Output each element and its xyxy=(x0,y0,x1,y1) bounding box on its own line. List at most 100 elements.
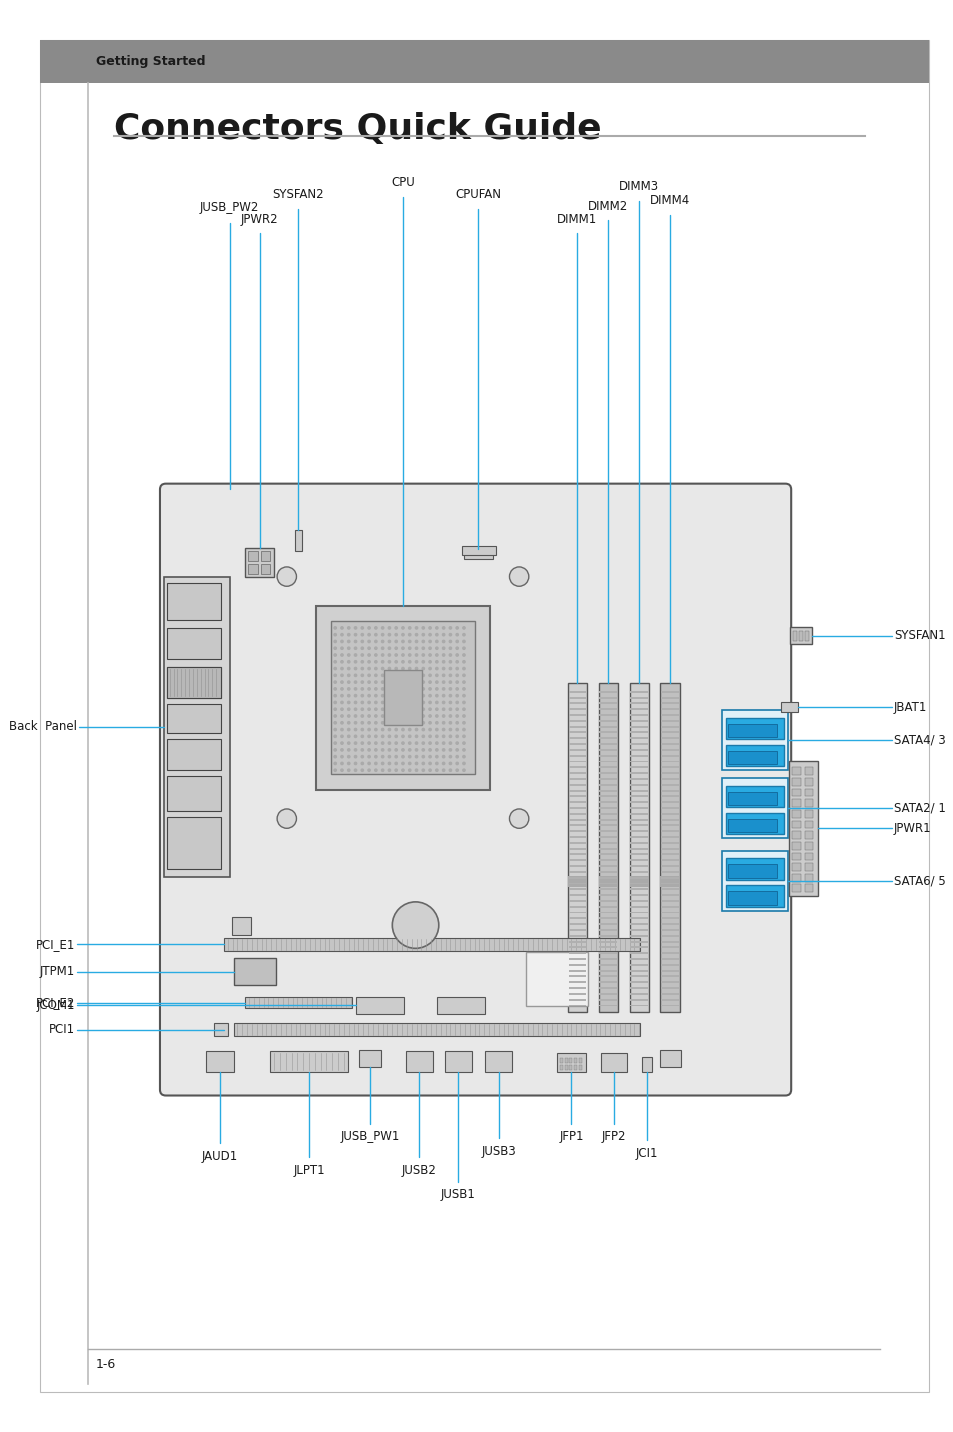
Circle shape xyxy=(347,715,350,717)
Bar xyxy=(598,795,617,798)
Bar xyxy=(598,981,617,984)
Circle shape xyxy=(334,654,336,656)
Bar xyxy=(598,690,617,693)
Circle shape xyxy=(429,654,431,656)
Circle shape xyxy=(462,682,465,683)
Circle shape xyxy=(408,682,411,683)
Circle shape xyxy=(449,674,451,676)
Circle shape xyxy=(421,742,424,745)
Circle shape xyxy=(375,707,376,710)
Circle shape xyxy=(462,707,465,710)
Text: CPUFAN: CPUFAN xyxy=(455,188,501,200)
Circle shape xyxy=(368,707,370,710)
Circle shape xyxy=(456,715,457,717)
Bar xyxy=(598,813,617,815)
Circle shape xyxy=(415,749,417,750)
Bar xyxy=(630,865,647,866)
Bar xyxy=(630,964,647,965)
Circle shape xyxy=(408,695,411,697)
Circle shape xyxy=(408,702,411,703)
Circle shape xyxy=(361,742,363,745)
Text: DIMM2: DIMM2 xyxy=(587,199,628,212)
Circle shape xyxy=(395,756,397,758)
Circle shape xyxy=(388,633,390,636)
Circle shape xyxy=(462,647,465,649)
Circle shape xyxy=(340,687,343,690)
Bar xyxy=(660,853,679,855)
Circle shape xyxy=(395,647,397,649)
Circle shape xyxy=(456,633,457,636)
Bar xyxy=(791,799,800,808)
Bar xyxy=(630,876,647,879)
Text: JLPT1: JLPT1 xyxy=(293,1164,325,1177)
Circle shape xyxy=(429,647,431,649)
Circle shape xyxy=(429,762,431,765)
Circle shape xyxy=(442,687,444,690)
Circle shape xyxy=(436,682,437,683)
Circle shape xyxy=(449,749,451,750)
Text: SATA4/ 3: SATA4/ 3 xyxy=(893,733,944,746)
Circle shape xyxy=(429,742,431,745)
Circle shape xyxy=(456,707,457,710)
Circle shape xyxy=(368,660,370,663)
Circle shape xyxy=(509,567,528,586)
Circle shape xyxy=(354,695,356,697)
Bar xyxy=(598,783,617,786)
Bar xyxy=(436,997,485,1014)
Bar xyxy=(167,667,221,697)
Circle shape xyxy=(368,742,370,745)
Bar xyxy=(630,998,647,1001)
Circle shape xyxy=(368,640,370,643)
Bar xyxy=(725,717,783,739)
Bar xyxy=(598,683,618,1012)
Circle shape xyxy=(449,729,451,730)
Circle shape xyxy=(436,722,437,725)
Circle shape xyxy=(408,742,411,745)
Circle shape xyxy=(388,735,390,737)
Circle shape xyxy=(442,722,444,725)
Bar xyxy=(568,778,585,780)
Bar xyxy=(568,998,585,1001)
Bar xyxy=(660,783,679,786)
Circle shape xyxy=(436,627,437,629)
Bar xyxy=(598,726,617,727)
Bar xyxy=(659,1050,680,1067)
Circle shape xyxy=(347,640,350,643)
Circle shape xyxy=(388,715,390,717)
Bar xyxy=(598,969,617,971)
Circle shape xyxy=(375,633,376,636)
Bar xyxy=(568,918,585,919)
Bar xyxy=(568,743,585,745)
Bar xyxy=(598,800,617,803)
Circle shape xyxy=(354,674,356,676)
Bar xyxy=(630,918,647,919)
Circle shape xyxy=(421,749,424,750)
Circle shape xyxy=(408,722,411,725)
Bar xyxy=(167,739,221,770)
Circle shape xyxy=(388,682,390,683)
Bar xyxy=(660,912,679,914)
Circle shape xyxy=(375,715,376,717)
Circle shape xyxy=(388,762,390,765)
Circle shape xyxy=(361,654,363,656)
Bar xyxy=(568,912,585,914)
Circle shape xyxy=(408,660,411,663)
Circle shape xyxy=(442,640,444,643)
Circle shape xyxy=(462,749,465,750)
Bar xyxy=(804,811,813,818)
Circle shape xyxy=(456,640,457,643)
Bar xyxy=(630,743,647,745)
Circle shape xyxy=(421,654,424,656)
Bar xyxy=(780,703,797,712)
Bar xyxy=(598,709,617,710)
Text: JAUD1: JAUD1 xyxy=(202,1150,238,1163)
Circle shape xyxy=(436,749,437,750)
Bar xyxy=(725,885,783,906)
Circle shape xyxy=(354,660,356,663)
Circle shape xyxy=(421,756,424,758)
Circle shape xyxy=(347,762,350,765)
Text: SYSFAN1: SYSFAN1 xyxy=(893,629,944,642)
Circle shape xyxy=(361,667,363,670)
Circle shape xyxy=(354,707,356,710)
Bar xyxy=(660,918,679,919)
